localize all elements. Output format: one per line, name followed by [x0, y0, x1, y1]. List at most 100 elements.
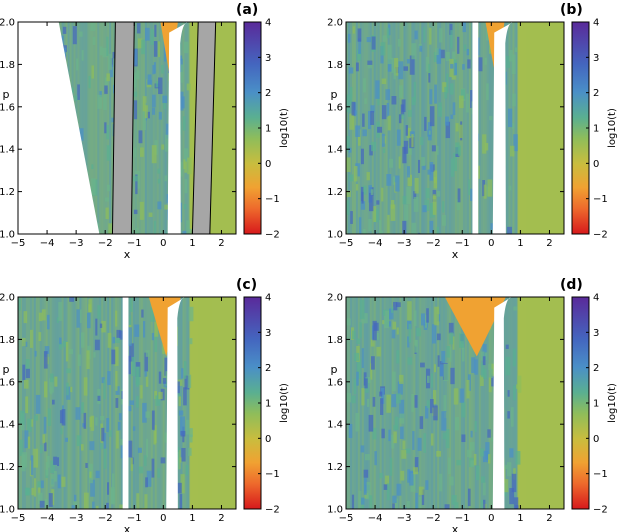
- speckle: [21, 454, 26, 472]
- field-strip: [484, 297, 488, 509]
- speckle: [396, 327, 399, 335]
- speckle: [362, 228, 366, 234]
- x-tick-label: −5: [11, 513, 26, 524]
- speckle: [141, 507, 146, 509]
- speckle: [142, 402, 147, 423]
- speckle: [44, 498, 48, 509]
- x-axis-label: x: [452, 523, 459, 532]
- speckle: [179, 91, 184, 111]
- speckle: [58, 342, 63, 350]
- speckle: [474, 421, 477, 433]
- speckle: [129, 400, 134, 406]
- speckle: [181, 368, 184, 379]
- speckle: [89, 441, 95, 451]
- speckle: [458, 145, 461, 156]
- speckle: [54, 376, 58, 387]
- plot-frame: [345, 296, 565, 510]
- speckle: [470, 430, 473, 438]
- speckle: [184, 179, 188, 194]
- x-tick-label: −1: [127, 238, 142, 249]
- colorbar-label: log10(t): [607, 108, 618, 148]
- speckle: [111, 473, 115, 488]
- speckle: [445, 116, 449, 126]
- field-strip: [140, 22, 144, 234]
- speckle: [482, 450, 488, 463]
- speckle: [154, 391, 158, 400]
- speckle: [381, 187, 384, 202]
- speckle: [134, 49, 137, 65]
- speckle: [108, 430, 112, 437]
- white-gap: [492, 22, 514, 234]
- speckle: [147, 111, 150, 119]
- speckle: [374, 232, 377, 234]
- speckle: [388, 308, 394, 320]
- speckle: [439, 28, 443, 43]
- speckle: [346, 393, 352, 403]
- speckle: [417, 437, 422, 451]
- field-strip: [186, 22, 190, 234]
- y-tick-label: 2.0: [327, 18, 343, 29]
- speckle: [103, 432, 107, 449]
- colorbar-tick-label: 0: [593, 159, 599, 170]
- speckle: [373, 206, 377, 222]
- speckle: [141, 309, 144, 318]
- speckle: [118, 413, 122, 421]
- speckle: [418, 486, 424, 495]
- speckle: [40, 480, 44, 489]
- speckle: [188, 306, 194, 322]
- speckle: [391, 394, 397, 408]
- speckle: [424, 314, 428, 328]
- field-strip: [146, 22, 150, 234]
- speckle-layer: [346, 22, 518, 234]
- speckle: [382, 309, 386, 316]
- speckle: [65, 341, 69, 362]
- field-strip: [375, 297, 379, 509]
- field-strip: [474, 297, 478, 509]
- speckle: [89, 416, 92, 428]
- panel-label: (d): [560, 277, 583, 293]
- field-strip: [361, 22, 365, 234]
- field-strip: [476, 297, 480, 509]
- y-tick-label: 1.6: [0, 102, 15, 113]
- speckle: [382, 320, 385, 325]
- speckle: [187, 374, 192, 389]
- speckle: [514, 47, 518, 53]
- speckle: [366, 172, 370, 181]
- speckle: [419, 45, 423, 52]
- field-strip: [363, 297, 367, 509]
- speckle: [470, 460, 475, 467]
- speckle: [453, 388, 459, 405]
- speckle: [186, 83, 191, 91]
- field-strip: [466, 297, 470, 509]
- speckle: [25, 359, 30, 370]
- speckle: [362, 185, 367, 195]
- x-axis-label: x: [124, 248, 131, 261]
- speckle: [509, 49, 513, 62]
- speckle: [355, 62, 359, 72]
- speckle: [507, 108, 513, 128]
- speckle: [362, 113, 365, 127]
- field-strip: [466, 22, 470, 234]
- speckle: [416, 327, 422, 337]
- speckle: [513, 497, 519, 509]
- speckle: [25, 396, 29, 414]
- field-strip: [357, 297, 361, 509]
- speckle: [511, 54, 516, 75]
- colorbar-tick-label: −1: [265, 469, 280, 480]
- speckle: [391, 329, 396, 339]
- speckle: [164, 134, 169, 152]
- speckle: [455, 142, 460, 154]
- speckle: [371, 36, 376, 50]
- field-strip: [349, 297, 353, 509]
- field-strip: [45, 297, 49, 509]
- speckle: [358, 129, 361, 146]
- field-strip: [468, 22, 472, 234]
- speckle: [355, 184, 359, 191]
- speckle: [455, 123, 459, 132]
- speckle: [515, 451, 521, 465]
- speckle: [178, 58, 183, 73]
- field-strip: [61, 297, 65, 509]
- speckle: [75, 407, 81, 420]
- speckle: [115, 310, 118, 327]
- field-strip: [99, 297, 102, 509]
